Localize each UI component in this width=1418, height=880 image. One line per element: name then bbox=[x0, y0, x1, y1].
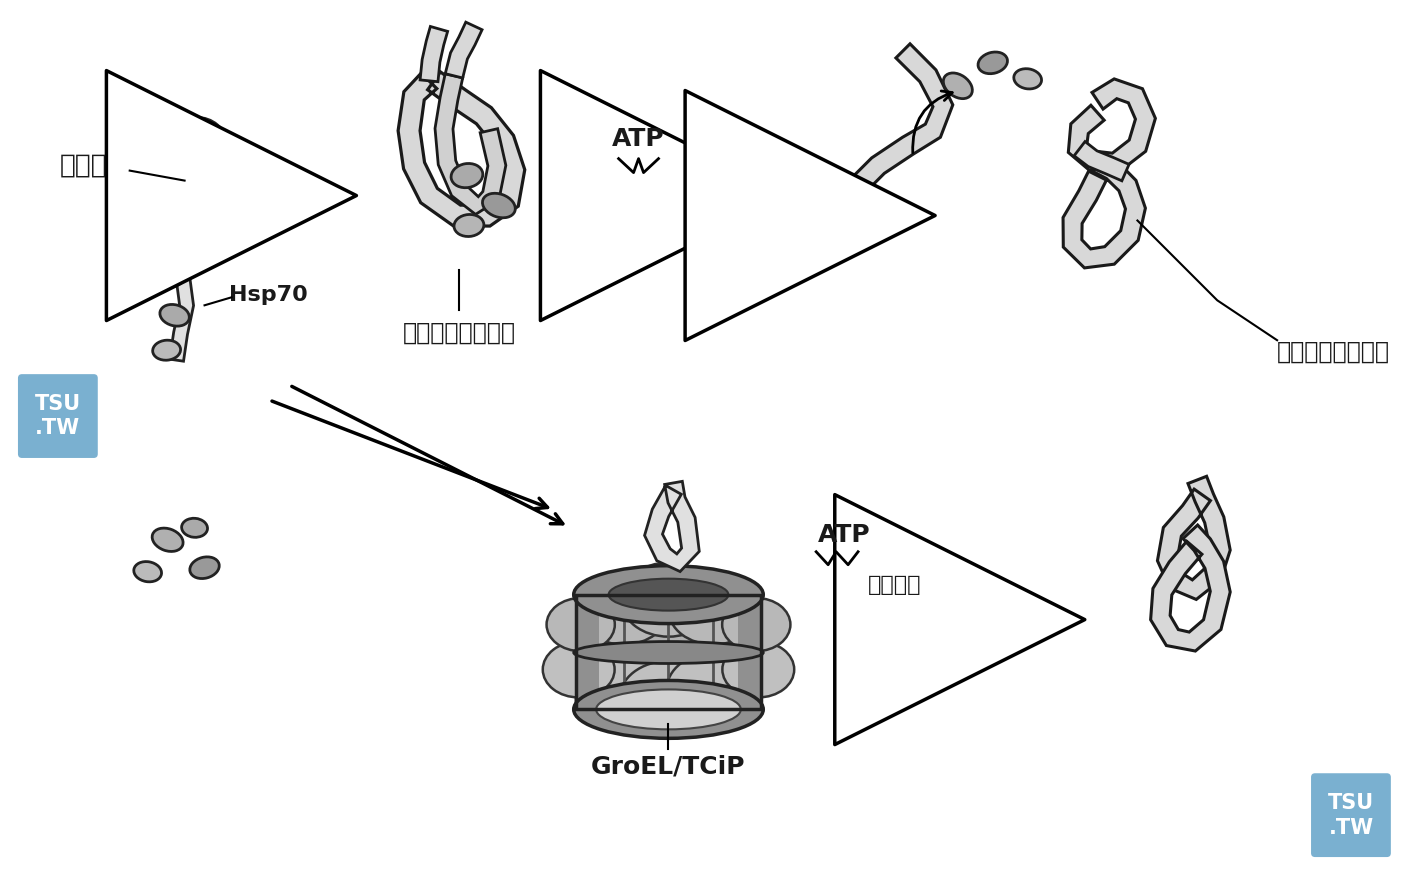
Polygon shape bbox=[830, 44, 953, 216]
Ellipse shape bbox=[574, 642, 763, 664]
Text: ATP: ATP bbox=[818, 523, 871, 546]
Ellipse shape bbox=[182, 518, 207, 538]
Text: GroEL/TCiP: GroEL/TCiP bbox=[591, 754, 746, 778]
Ellipse shape bbox=[574, 680, 763, 738]
FancyBboxPatch shape bbox=[18, 374, 98, 458]
Ellipse shape bbox=[579, 575, 668, 644]
Ellipse shape bbox=[943, 73, 973, 99]
Ellipse shape bbox=[157, 263, 187, 288]
Text: TSU
.TW: TSU .TW bbox=[35, 393, 81, 438]
Ellipse shape bbox=[190, 557, 220, 578]
Ellipse shape bbox=[978, 52, 1007, 74]
Ellipse shape bbox=[153, 341, 180, 360]
Polygon shape bbox=[1064, 154, 1146, 268]
Text: TSU
.TW: TSU .TW bbox=[1327, 793, 1374, 838]
Ellipse shape bbox=[482, 194, 515, 217]
Polygon shape bbox=[398, 72, 525, 226]
Ellipse shape bbox=[133, 561, 162, 582]
Text: 核糖体: 核糖体 bbox=[60, 152, 108, 179]
Polygon shape bbox=[1157, 476, 1231, 599]
Polygon shape bbox=[445, 22, 482, 78]
Ellipse shape bbox=[620, 661, 718, 737]
Polygon shape bbox=[1068, 79, 1156, 172]
Ellipse shape bbox=[543, 642, 614, 698]
Ellipse shape bbox=[152, 528, 183, 552]
Ellipse shape bbox=[577, 653, 671, 726]
Polygon shape bbox=[576, 595, 598, 709]
Text: Hsp70: Hsp70 bbox=[230, 285, 308, 305]
Ellipse shape bbox=[1014, 69, 1042, 89]
Ellipse shape bbox=[454, 215, 484, 237]
Polygon shape bbox=[574, 595, 763, 709]
Text: 正确折叠的蛋白质: 正确折叠的蛋白质 bbox=[1278, 341, 1390, 364]
Text: ATP: ATP bbox=[613, 127, 665, 150]
Ellipse shape bbox=[596, 689, 740, 730]
Ellipse shape bbox=[546, 598, 615, 651]
Ellipse shape bbox=[608, 579, 729, 611]
Ellipse shape bbox=[451, 164, 482, 187]
Polygon shape bbox=[1150, 525, 1231, 651]
Ellipse shape bbox=[160, 304, 190, 326]
Ellipse shape bbox=[150, 152, 238, 234]
FancyBboxPatch shape bbox=[1312, 774, 1391, 857]
Polygon shape bbox=[739, 595, 761, 709]
Ellipse shape bbox=[167, 118, 225, 167]
Polygon shape bbox=[420, 26, 448, 82]
Ellipse shape bbox=[722, 598, 790, 651]
Text: 部分折叠的蛋白质: 部分折叠的蛋白质 bbox=[403, 320, 516, 344]
Ellipse shape bbox=[668, 575, 759, 644]
Polygon shape bbox=[1073, 142, 1129, 180]
Polygon shape bbox=[645, 481, 699, 571]
Polygon shape bbox=[435, 74, 506, 215]
Ellipse shape bbox=[666, 653, 760, 726]
Ellipse shape bbox=[722, 642, 794, 698]
Ellipse shape bbox=[574, 566, 763, 624]
Ellipse shape bbox=[621, 562, 716, 636]
Polygon shape bbox=[170, 219, 201, 361]
Text: 构象改变: 构象改变 bbox=[868, 575, 922, 595]
